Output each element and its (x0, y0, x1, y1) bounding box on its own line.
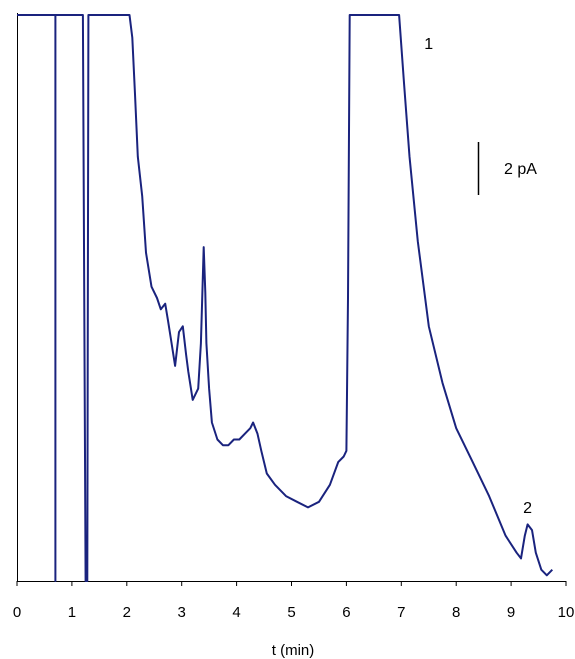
plot-area: 0 1 2 3 4 5 6 7 8 9 10 2 pA 12 (13, 13, 575, 621)
x-tick-label: 1 (68, 604, 76, 621)
x-tick-label: 4 (232, 604, 240, 621)
x-tick-label: 0 (13, 604, 21, 621)
x-ticks: 0 1 2 3 4 5 6 7 8 9 10 (13, 581, 575, 621)
x-axis-label: t (min) (272, 642, 315, 659)
peak-labels: 12 (424, 36, 532, 517)
x-tick-label: 3 (178, 604, 186, 621)
x-tick-label: 10 (558, 604, 575, 621)
x-tick-label: 8 (452, 604, 460, 621)
x-tick-label: 5 (287, 604, 295, 621)
x-tick-label: 2 (123, 604, 131, 621)
peak-label: 2 (523, 500, 532, 517)
peak-label: 1 (424, 36, 433, 53)
x-tick-label: 9 (507, 604, 515, 621)
x-tick-label: 6 (342, 604, 350, 621)
chromatogram-line (17, 14, 554, 582)
x-tick-label: 7 (397, 604, 405, 621)
scale-bar-label: 2 pA (504, 161, 537, 178)
